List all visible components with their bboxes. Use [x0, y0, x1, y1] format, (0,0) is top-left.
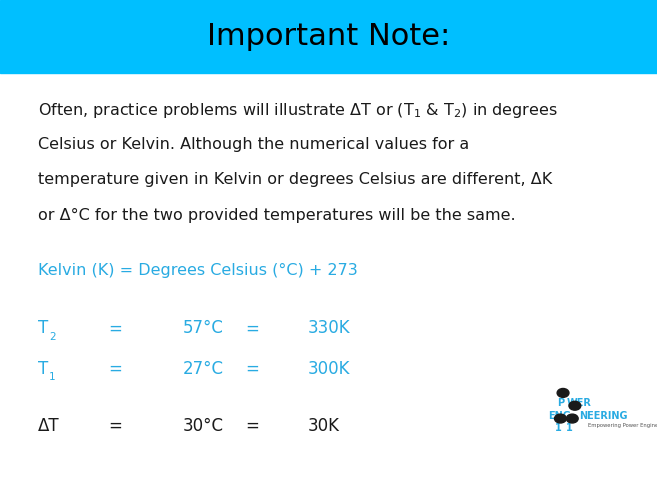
Text: =: = — [108, 319, 122, 338]
Circle shape — [555, 414, 566, 423]
Circle shape — [566, 414, 578, 423]
Text: Kelvin (K) = Degrees Celsius (°C) + 273: Kelvin (K) = Degrees Celsius (°C) + 273 — [38, 263, 358, 278]
Text: 30°C: 30°C — [183, 417, 223, 435]
Text: 1: 1 — [49, 372, 56, 382]
Text: T: T — [38, 319, 49, 338]
Text: Celsius or Kelvin. Although the numerical values for a: Celsius or Kelvin. Although the numerica… — [38, 137, 469, 151]
Text: 1: 1 — [555, 423, 562, 433]
Text: P: P — [557, 398, 564, 408]
Text: Often, practice problems will illustrate ΔT or (T$_1$ & T$_2$) in degrees: Often, practice problems will illustrate… — [38, 101, 558, 120]
Text: 300K: 300K — [307, 360, 350, 378]
Text: or Δ°C for the two provided temperatures will be the same.: or Δ°C for the two provided temperatures… — [38, 208, 516, 222]
Circle shape — [557, 388, 569, 397]
Text: =: = — [245, 417, 259, 435]
Text: 330K: 330K — [307, 319, 350, 338]
Text: T: T — [38, 360, 49, 378]
Text: ΔT: ΔT — [38, 417, 60, 435]
Text: WER: WER — [566, 398, 591, 408]
Text: 2: 2 — [49, 332, 56, 342]
Text: 1: 1 — [566, 423, 572, 433]
Text: =: = — [108, 360, 122, 378]
Text: =: = — [245, 360, 259, 378]
Text: Empowering Power Engineers: Empowering Power Engineers — [588, 423, 657, 428]
Text: =: = — [108, 417, 122, 435]
Text: ENG: ENG — [549, 411, 572, 421]
Text: 57°C: 57°C — [183, 319, 223, 338]
Text: =: = — [245, 319, 259, 338]
Text: 27°C: 27°C — [183, 360, 223, 378]
Circle shape — [569, 401, 581, 410]
Text: NEERING: NEERING — [579, 411, 627, 421]
Text: 30K: 30K — [307, 417, 340, 435]
Text: temperature given in Kelvin or degrees Celsius are different, ΔK: temperature given in Kelvin or degrees C… — [38, 172, 553, 187]
Text: Important Note:: Important Note: — [207, 22, 450, 51]
